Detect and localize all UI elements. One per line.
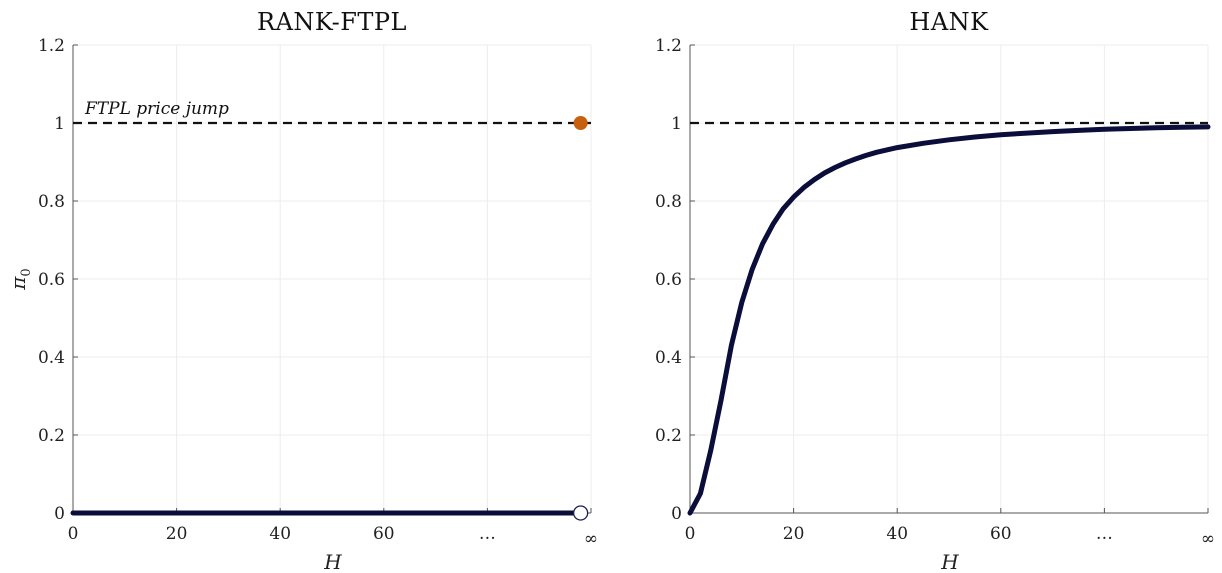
y-tick-label: 0.8 <box>38 192 65 212</box>
y-axis-label: π0 <box>6 268 34 290</box>
x-tick-label: 0 <box>68 524 79 544</box>
y-tick-label: 0.4 <box>655 348 682 368</box>
x-tick-label: 40 <box>269 524 291 544</box>
y-tick-label: 0 <box>671 504 682 524</box>
y-tick-label: 1 <box>671 114 682 134</box>
y-axis-label-symbol: π <box>6 276 30 291</box>
series-line-0 <box>687 124 1211 516</box>
x-tick-label: ∞ <box>584 529 598 549</box>
annotation-label: FTPL price jump <box>84 99 229 119</box>
x-axis-label: H <box>323 550 342 573</box>
x-tick-label: 20 <box>166 524 188 544</box>
x-tick-label: … <box>1096 524 1113 544</box>
y-tick-label: 0 <box>54 504 65 524</box>
x-tick-label: 20 <box>783 524 805 544</box>
chart-title: RANK-FTPL <box>257 8 407 36</box>
y-tick-label: 0.2 <box>655 426 682 446</box>
y-tick-label: 0.6 <box>38 270 65 290</box>
x-tick-label: 40 <box>886 524 908 544</box>
x-axis-label: H <box>940 550 959 573</box>
chart-panel-0: 0 20 40 60… ∞00.20.40.60.811.2RANK-FTPLHπ0FT… <box>6 8 598 573</box>
x-tick-label: ∞ <box>1201 529 1215 549</box>
chart-title: HANK <box>909 8 989 36</box>
y-tick-label: 0.4 <box>38 348 65 368</box>
x-tick-label: 60 <box>373 524 395 544</box>
y-tick-label: 1.2 <box>655 36 682 56</box>
y-tick-label: 0.6 <box>655 270 682 290</box>
y-tick-label: 0.2 <box>38 426 65 446</box>
chart-panel-1: 0 20 40 60 … ∞ 0 0.2 0.4 0.6 0.8 1 1.2 HANK H <box>655 8 1215 573</box>
y-tick-label: 0.8 <box>655 192 682 212</box>
x-tick-label: … <box>479 524 496 544</box>
y-axis-label-subscript: 0 <box>19 268 34 276</box>
y-tick-label: 1 <box>54 114 65 134</box>
y-tick-label: 1.2 <box>38 36 65 56</box>
open-marker <box>572 505 589 521</box>
x-tick-label: 0 <box>685 524 696 544</box>
filled-marker <box>573 116 588 130</box>
x-tick-label: 60 <box>990 524 1012 544</box>
